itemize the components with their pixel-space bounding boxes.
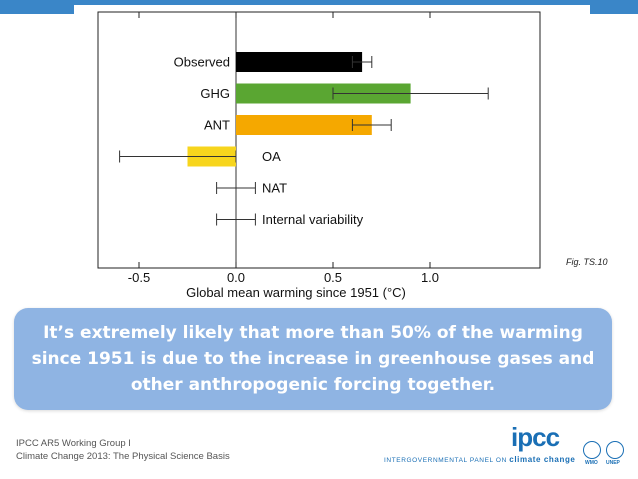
plot-frame [97, 11, 541, 269]
footer-citation: IPCC AR5 Working Group I Climate Change … [16, 437, 230, 463]
figure-label: Fig. TS.10 [566, 257, 608, 267]
unep-label: UNEP [606, 460, 620, 466]
key-finding-callout: It’s extremely likely that more than 50%… [14, 308, 612, 410]
x-tick-label: 0.0 [227, 270, 245, 285]
unep-emblem-icon [606, 441, 624, 459]
category-label-internal-variability: Internal variability [262, 212, 364, 227]
category-label-nat: NAT [262, 181, 287, 196]
category-label-ant: ANT [204, 118, 230, 133]
x-tick-label: -0.5 [128, 270, 150, 285]
wmo-label: WMO [585, 460, 598, 466]
category-label-ghg: GHG [200, 86, 230, 101]
x-tick-label: 0.5 [324, 270, 342, 285]
x-axis-label: Global mean warming since 1951 (°C) [186, 285, 406, 300]
top-accent-tab-left [0, 0, 74, 14]
bar-observed [236, 52, 363, 72]
ipcc-tagline: INTERGOVERNMENTAL PANEL ON climate chang… [384, 455, 575, 464]
ipcc-tagline-bold: climate change [509, 455, 576, 464]
top-accent-bar [0, 0, 638, 5]
footer-working-group: IPCC AR5 Working Group I [16, 438, 131, 449]
bar-ghg [236, 83, 411, 104]
footer-report-title: Climate Change 2013: The Physical Scienc… [16, 451, 230, 462]
ipcc-logo: ipcc [511, 422, 560, 452]
top-accent-tab-right [590, 0, 638, 14]
category-label-observed: Observed [174, 55, 230, 70]
ipcc-tagline-prefix: INTERGOVERNMENTAL PANEL ON [384, 457, 507, 464]
callout-text: It’s extremely likely that more than 50%… [31, 323, 595, 395]
category-label-oa: OA [262, 149, 281, 164]
bar-ant [236, 115, 372, 135]
wmo-emblem-icon [583, 441, 601, 459]
x-tick-label: 1.0 [421, 270, 439, 285]
attribution-bar-chart: Observed GHG ANT OA NAT Internal variability -… [97, 11, 541, 300]
